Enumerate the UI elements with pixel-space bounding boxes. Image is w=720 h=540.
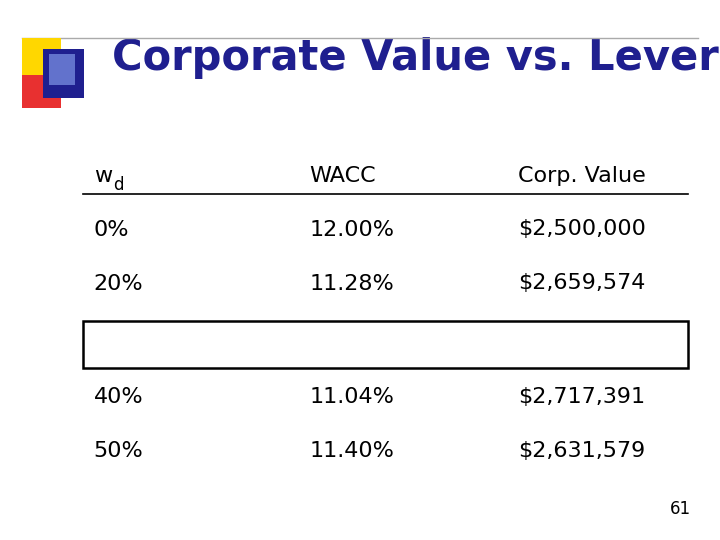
Text: 20%: 20% xyxy=(94,273,143,294)
Text: 11.01%: 11.01% xyxy=(310,333,395,353)
Text: 11.04%: 11.04% xyxy=(310,387,395,407)
Text: 12.00%: 12.00% xyxy=(310,219,395,240)
Text: 11.40%: 11.40% xyxy=(310,441,395,461)
Text: 61: 61 xyxy=(670,501,691,518)
Text: 30%: 30% xyxy=(94,333,143,353)
Text: w: w xyxy=(94,165,112,186)
Text: 11.28%: 11.28% xyxy=(310,273,395,294)
Text: $2,631,579: $2,631,579 xyxy=(518,441,646,461)
Text: $2,659,574: $2,659,574 xyxy=(518,273,646,294)
Text: 40%: 40% xyxy=(94,387,143,407)
Text: d: d xyxy=(113,176,124,194)
Text: $2,717,391: $2,717,391 xyxy=(518,387,646,407)
Text: Corporate Value vs. Leverage: Corporate Value vs. Leverage xyxy=(112,37,720,79)
Text: WACC: WACC xyxy=(310,165,377,186)
Text: 50%: 50% xyxy=(94,441,143,461)
Text: $2,500,000: $2,500,000 xyxy=(518,219,647,240)
Text: $2,724,796: $2,724,796 xyxy=(518,333,646,353)
Text: Corp. Value: Corp. Value xyxy=(518,165,646,186)
Text: 0%: 0% xyxy=(94,219,129,240)
